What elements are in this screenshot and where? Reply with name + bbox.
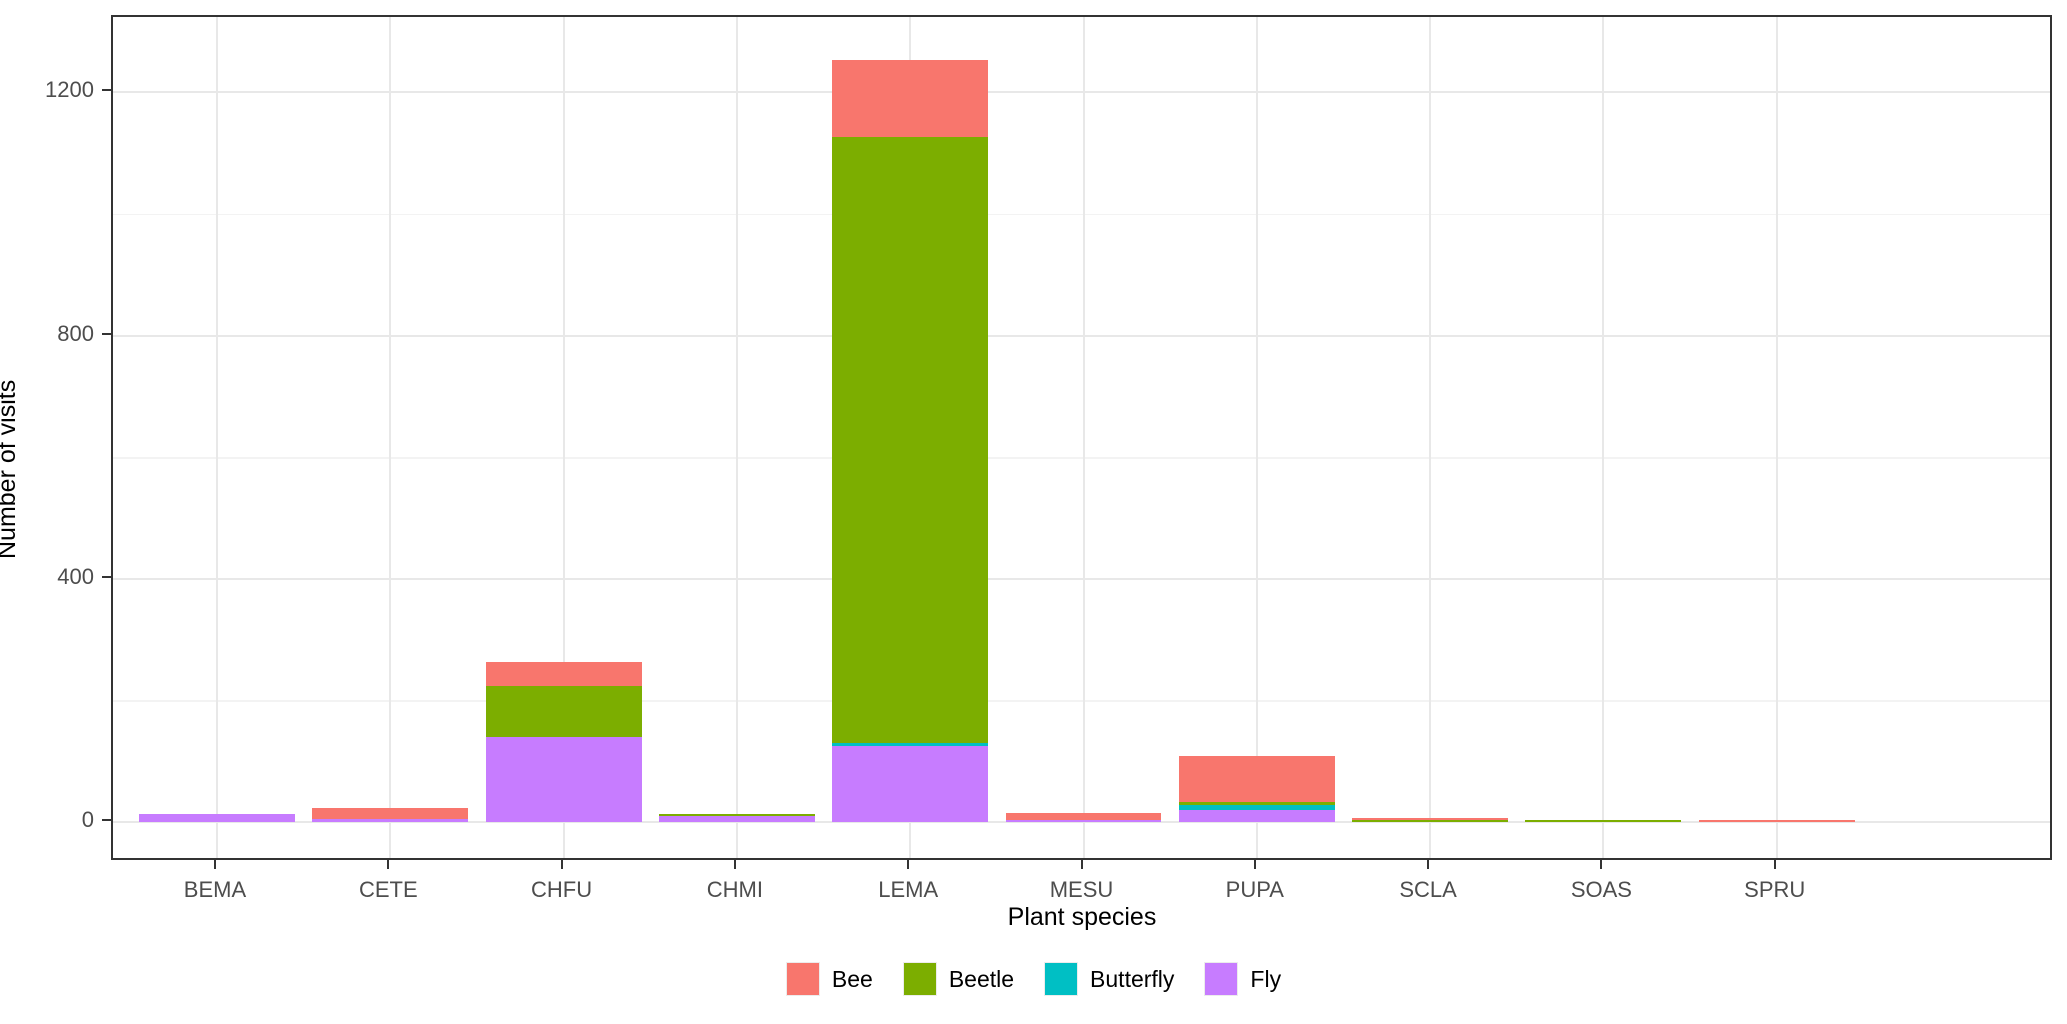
bar-cete-bee [312,807,469,819]
gridline-category-scla [1429,17,1432,858]
legend-key-beetle-swatch [902,962,937,996]
legend-key-butterfly-swatch [1044,962,1079,996]
y-tick-label-800: 800 [57,320,94,346]
gridline-category-spru [1775,17,1778,858]
x-tick-label-mesu: MESU [1049,877,1114,902]
y-axis-title: Number of visits [0,379,21,559]
gridline-category-soas [1602,17,1605,858]
legend-item-butterfly: Butterfly [1044,962,1174,996]
gridline-category-bema [215,17,218,858]
bar-pupa-butterfly [1178,805,1335,810]
x-tick-cete [387,860,390,869]
x-tick-chfu [560,860,563,869]
bar-chmi-fly [658,815,815,822]
gridline-major-1200 [113,91,2050,94]
legend-item-fly: Fly [1204,962,1281,996]
legend-label-fly: Fly [1250,965,1282,992]
bar-bema-fly [138,813,295,822]
x-tick-label-soas: SOAS [1570,877,1632,902]
legend-item-bee: Bee [785,962,873,996]
x-tick-label-cete: CETE [358,877,418,902]
legend-key-bee-swatch [785,962,820,996]
y-tick-label-1200: 1200 [45,77,94,103]
gridline-minor-1000 [113,213,2050,216]
x-axis-title: Plant species [1007,903,1157,931]
legend-label-butterfly: Butterfly [1090,965,1175,992]
gridline-category-cete [389,17,392,858]
x-tick-spru [1773,860,1776,869]
x-tick-pupa [1253,860,1256,869]
bar-scla-bee [1352,817,1509,820]
x-tick-label-spru: SPRU [1744,877,1806,902]
bar-pupa-bee [1178,756,1335,802]
y-tick-label-0: 0 [81,806,94,832]
gridline-minor-600 [113,457,2050,459]
bar-chfu-bee [485,661,642,687]
y-tick-800 [102,332,111,335]
legend-key-fly-swatch [1204,962,1239,996]
bar-mesu-fly [1005,820,1162,823]
bar-scla-beetle [1352,819,1509,822]
x-tick-chmi [733,860,736,869]
bar-mesu-bee [1005,812,1162,821]
gridline-major-400 [113,577,2050,580]
bar-pupa-beetle [1178,801,1335,806]
x-tick-lema [907,860,910,869]
y-tick-1200 [102,89,111,92]
x-tick-label-scla: SCLA [1399,877,1457,902]
gridline-category-mesu [1082,17,1085,858]
y-tick-0 [102,818,111,821]
legend: Bee Beetle Butterfly Fly [0,962,2067,996]
x-tick-scla [1427,860,1430,869]
x-tick-bema [213,860,216,869]
bar-chmi-beetle [658,813,815,816]
plot-panel [111,15,2052,860]
bar-lema-butterfly [832,742,989,747]
bar-chfu-fly [485,736,642,822]
y-tick-400 [102,575,111,578]
x-tick-label-pupa: PUPA [1225,877,1284,902]
bar-lema-beetle [832,137,989,743]
bar-lema-bee [832,59,989,138]
x-tick-soas [1600,860,1603,869]
bar-spru-bee [1698,820,1855,823]
x-tick-label-lema: LEMA [878,877,939,902]
gridline-major-800 [113,334,2050,337]
gridline-category-pupa [1255,17,1258,858]
gridline-category-chfu [562,17,565,858]
gridline-category-chmi [735,17,738,858]
y-tick-label-400: 400 [57,563,94,589]
legend-label-beetle: Beetle [948,965,1015,992]
bar-pupa-fly [1178,809,1335,822]
x-tick-label-chmi: CHMI [706,877,763,902]
x-tick-label-bema: BEMA [183,877,247,902]
legend-item-beetle: Beetle [902,962,1015,996]
bar-cete-fly [312,818,469,822]
bar-chfu-beetle [485,686,642,737]
legend-label-bee: Bee [831,965,873,992]
x-tick-mesu [1080,860,1083,869]
bar-soas-beetle [1525,820,1682,823]
bar-lema-fly [832,746,989,822]
gridline-minor-200 [113,700,2050,702]
x-tick-label-chfu: CHFU [531,877,593,902]
